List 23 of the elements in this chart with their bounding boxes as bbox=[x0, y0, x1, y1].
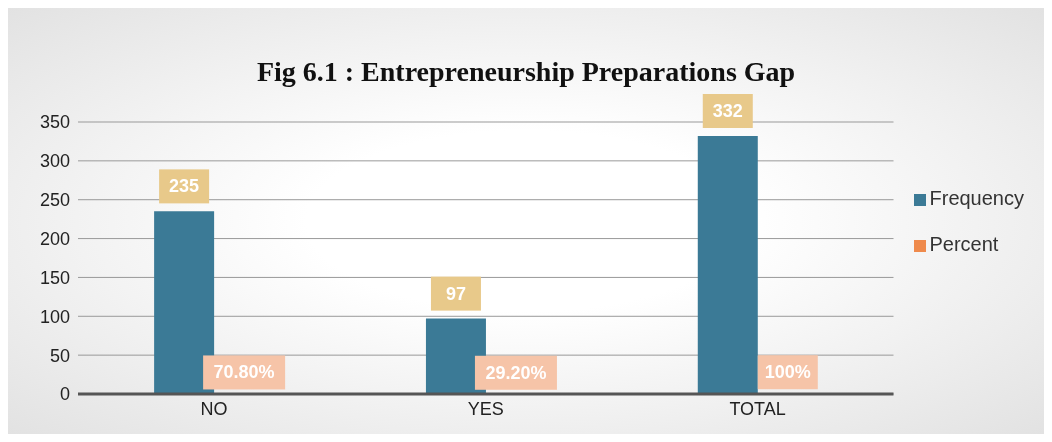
data-label: 70.80% bbox=[213, 362, 275, 383]
bar bbox=[697, 135, 758, 394]
data-label: 332 bbox=[712, 100, 743, 121]
data-label: 235 bbox=[169, 176, 200, 197]
y-tick-label: 350 bbox=[39, 112, 70, 133]
y-tick-label: 300 bbox=[39, 151, 70, 172]
y-tick-label: 200 bbox=[39, 228, 70, 249]
chart-title: Fig 6.1 : Entrepreneurship Preparations Gap bbox=[255, 56, 797, 88]
bar bbox=[154, 211, 215, 394]
data-label: 100% bbox=[764, 362, 811, 383]
legend-label: Frequency bbox=[929, 187, 1024, 209]
y-tick-label: 50 bbox=[49, 345, 70, 366]
x-tick-label: NO bbox=[200, 398, 228, 419]
x-tick-label: YES bbox=[467, 398, 504, 419]
x-tick-label: TOTAL bbox=[729, 398, 786, 419]
data-label: 97 bbox=[445, 283, 466, 304]
y-tick-label: 100 bbox=[39, 306, 70, 327]
data-label: 29.20% bbox=[485, 362, 547, 383]
bar bbox=[425, 318, 486, 394]
y-tick-label: 150 bbox=[39, 267, 70, 288]
legend-label: Percent bbox=[929, 233, 999, 255]
y-tick-label: 0 bbox=[59, 384, 70, 405]
y-tick-label: 250 bbox=[39, 190, 70, 211]
